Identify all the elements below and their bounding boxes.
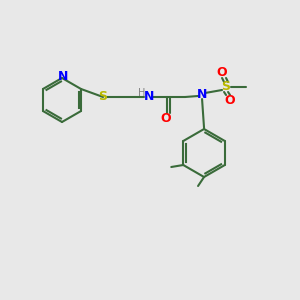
Text: O: O	[217, 67, 227, 80]
Text: O: O	[161, 112, 171, 124]
Text: H: H	[138, 88, 146, 98]
Text: S: S	[99, 91, 108, 103]
Text: S: S	[222, 80, 231, 94]
Text: N: N	[58, 70, 68, 83]
Text: O: O	[225, 94, 236, 107]
Text: N: N	[197, 88, 207, 101]
Text: N: N	[144, 91, 154, 103]
